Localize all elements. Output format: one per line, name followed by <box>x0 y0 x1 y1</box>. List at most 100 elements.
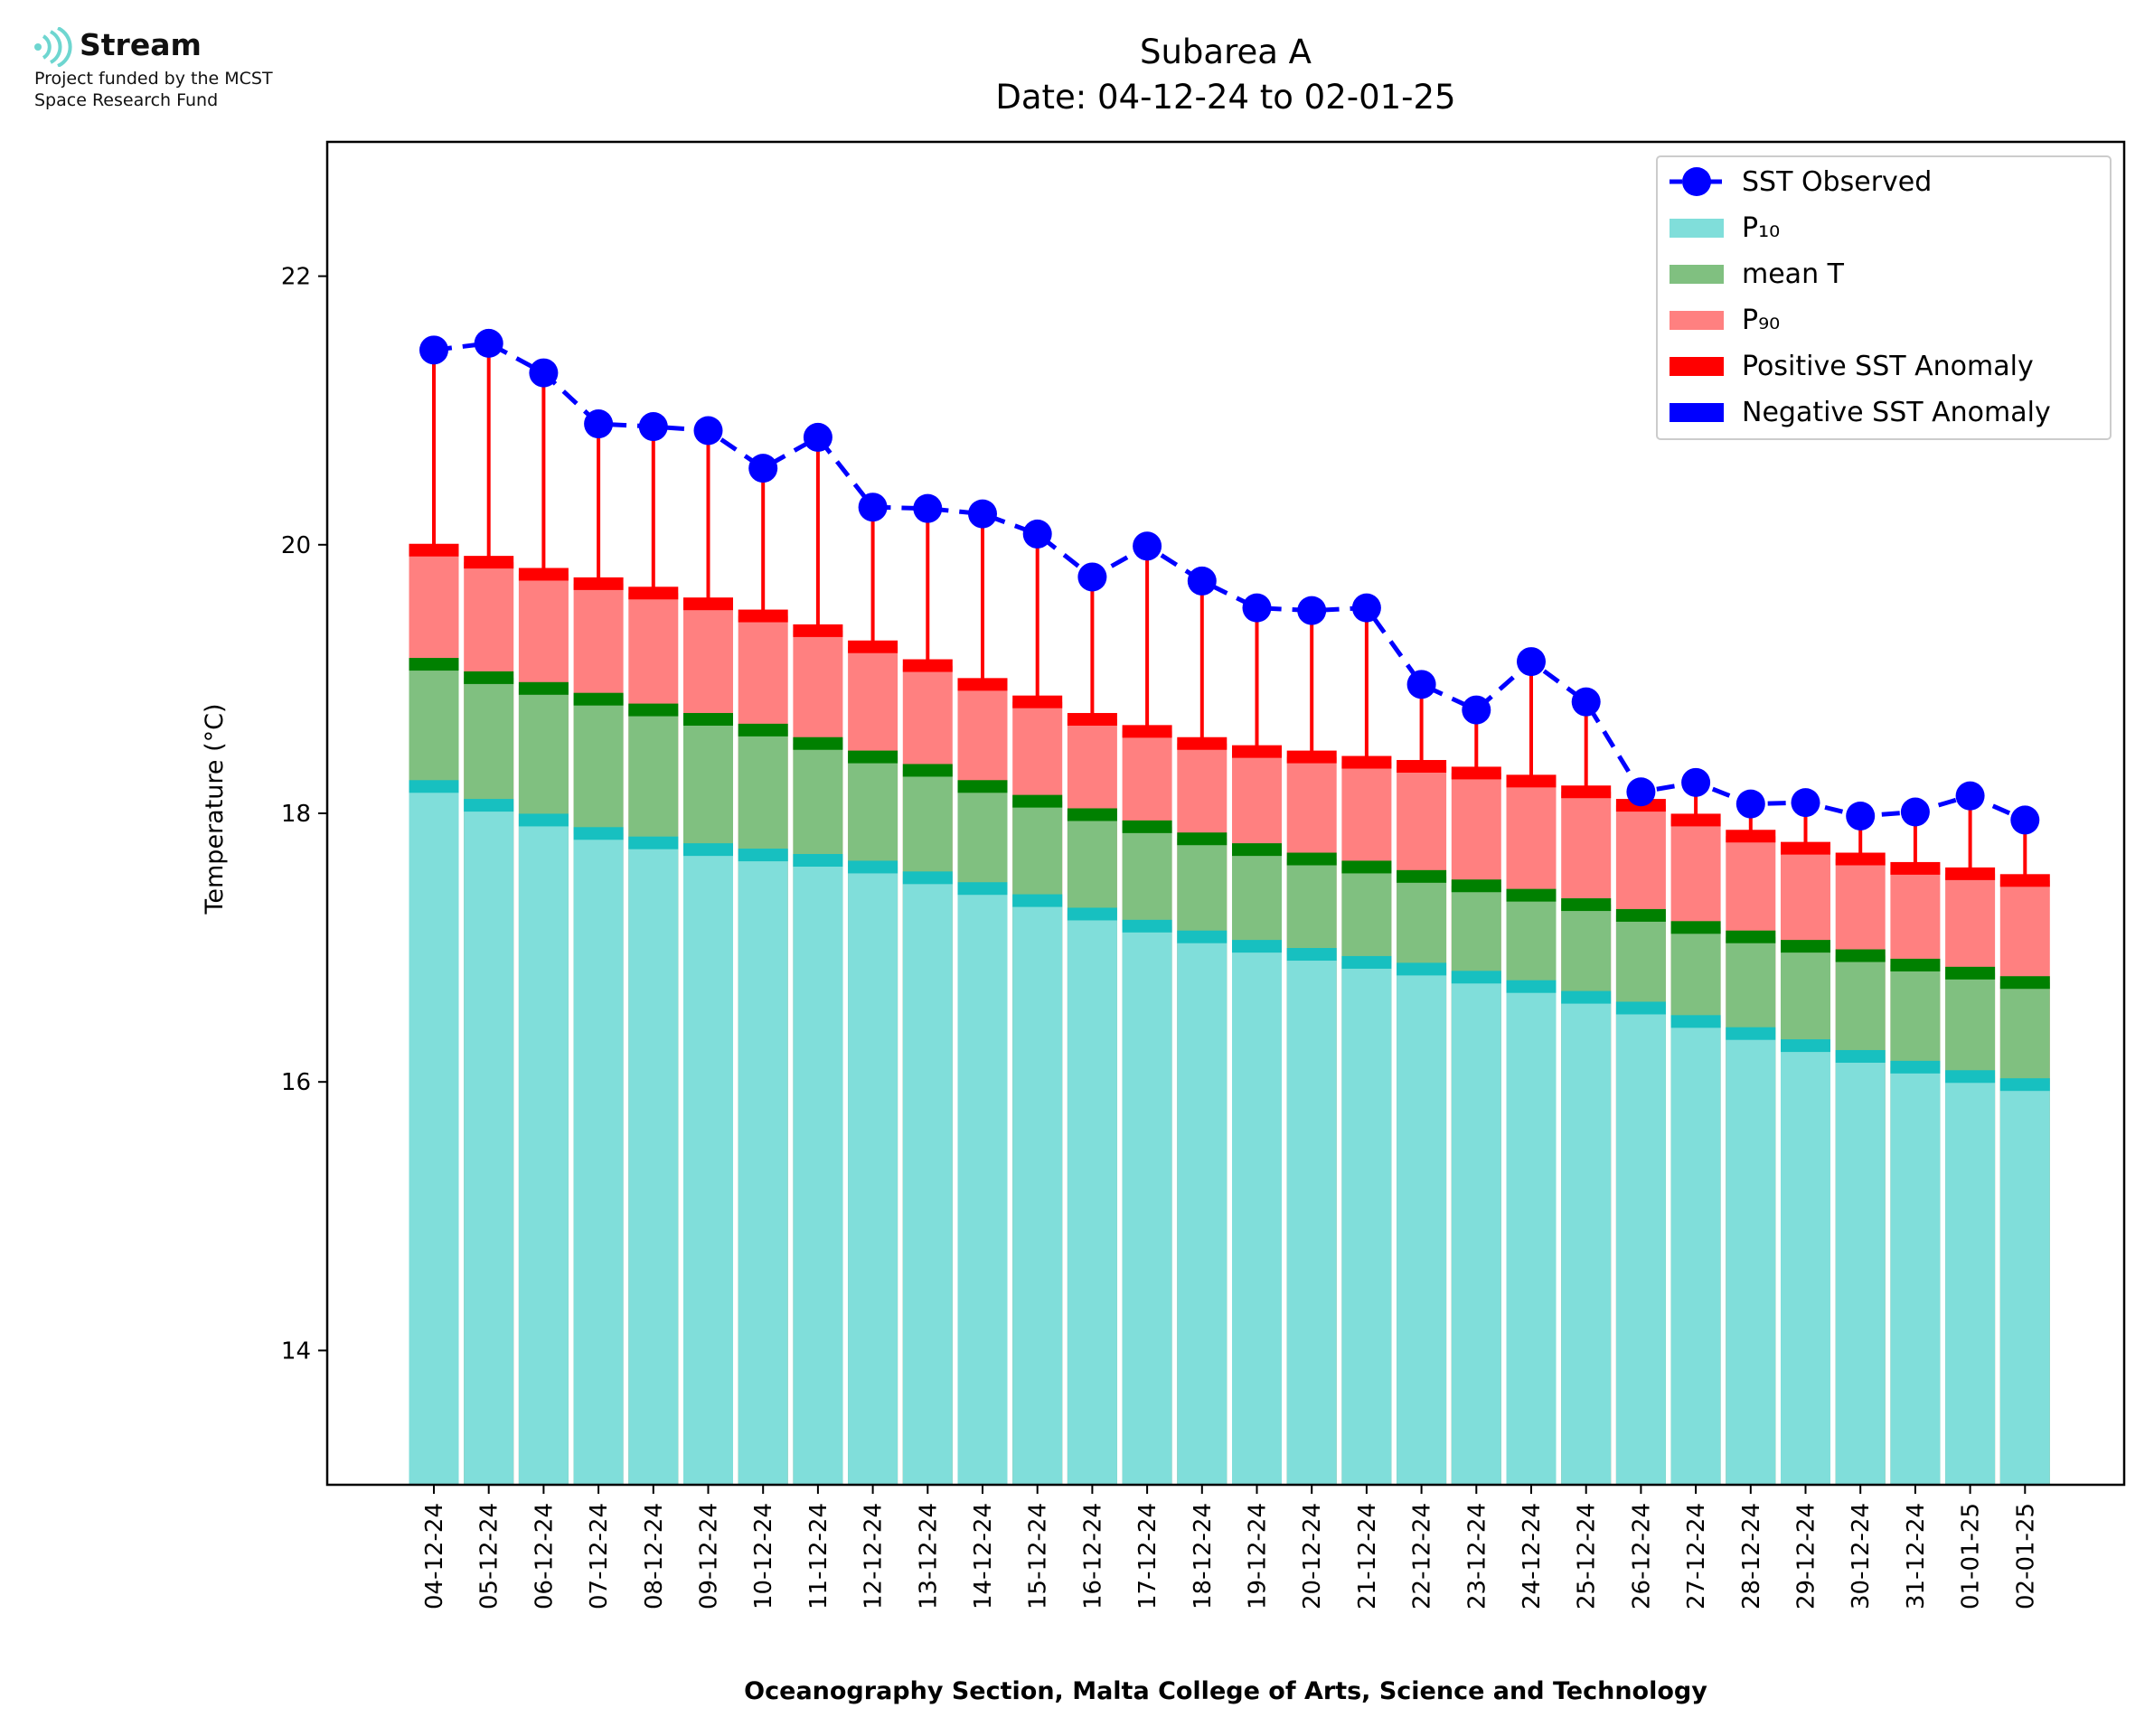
bar-p10-edge <box>464 799 514 812</box>
bar-mean-t-edge <box>902 764 953 777</box>
bar-p10-edge <box>1726 1027 1776 1040</box>
bar-p10 <box>1286 954 1337 1485</box>
x-tick-label: 12-12-24 <box>861 1503 888 1609</box>
sst-observed-point <box>748 454 778 483</box>
legend-label: Negative SST Anomaly <box>1742 397 2051 428</box>
bar-p10-edge <box>1451 971 1501 984</box>
sst-observed-point <box>913 493 943 523</box>
bar-p10 <box>1177 936 1227 1485</box>
bar-mean-t-edge <box>1012 794 1063 808</box>
bar-p10-edge <box>1781 1039 1830 1053</box>
x-tick-label: 08-12-24 <box>641 1503 668 1609</box>
bar-p10-edge <box>1232 940 1282 953</box>
sst-observed-point <box>1735 789 1765 819</box>
bar-p10-edge <box>1012 894 1063 907</box>
bar-p10-edge <box>848 860 898 874</box>
bar-p10-edge <box>1506 980 1557 993</box>
bar-mean-t-edge <box>1506 888 1557 902</box>
bar-p10 <box>1122 925 1172 1485</box>
legend-label: mean T <box>1742 258 1845 290</box>
bar-mean-t-edge <box>1999 976 2050 990</box>
x-tick-label: 11-12-24 <box>805 1503 832 1609</box>
x-tick-label: 16-12-24 <box>1079 1503 1106 1609</box>
sst-observed-point <box>1462 695 1491 725</box>
x-tick-label: 21-12-24 <box>1354 1503 1381 1609</box>
bar-p10-edge <box>683 843 733 857</box>
x-tick-label: 19-12-24 <box>1245 1503 1272 1609</box>
x-tick-label: 30-12-24 <box>1848 1503 1875 1609</box>
bar-p10-edge <box>628 836 679 849</box>
sst-observed-point <box>1133 531 1162 561</box>
bar-p10 <box>409 786 459 1485</box>
sst-observed-point <box>1242 593 1272 623</box>
bar-p10-edge <box>518 813 569 827</box>
sst-observed-point <box>1681 767 1711 797</box>
x-tick-label: 05-12-24 <box>476 1503 503 1609</box>
bar-mean-t-edge <box>1177 832 1227 846</box>
sst-observed-point <box>1900 797 1930 827</box>
sst-observed-point <box>1791 788 1820 818</box>
bar-p10 <box>1397 969 1447 1485</box>
sst-observed-point <box>803 422 832 452</box>
chart-title: Subarea A <box>1140 33 1312 71</box>
bar-mean-t-edge <box>793 737 843 750</box>
y-tick-label: 22 <box>281 264 311 291</box>
x-tick-label: 15-12-24 <box>1025 1503 1052 1609</box>
x-tick-label: 29-12-24 <box>1793 1503 1820 1609</box>
x-tick-label: 04-12-24 <box>421 1503 448 1609</box>
legend: SST Observed P₁₀ mean T P₉₀ Positive SST Ano… <box>1656 155 2112 440</box>
bar-mean-t-edge <box>848 750 898 764</box>
legend-label: P₁₀ <box>1742 212 1780 244</box>
bar-p10-edge <box>573 827 624 840</box>
bar-mean-t-edge <box>1945 966 1996 980</box>
sst-observed-point <box>419 335 448 365</box>
logo: Stream Project funded by the MCST Space … <box>33 23 340 114</box>
bar-p10 <box>1945 1076 1996 1485</box>
sst-observed-point <box>2010 805 2040 835</box>
bar-mean-t-edge <box>683 712 733 726</box>
bar-p10 <box>1615 1008 1666 1485</box>
x-tick-label: 24-12-24 <box>1519 1503 1546 1609</box>
bar-p10 <box>683 849 733 1485</box>
bar-mean-t-edge <box>409 658 459 671</box>
bar-mean-t-edge <box>518 681 569 695</box>
x-tick-label: 13-12-24 <box>915 1503 942 1609</box>
x-tick-label: 18-12-24 <box>1190 1503 1217 1609</box>
bar-p10-edge <box>1397 962 1447 976</box>
bar-p10 <box>793 860 843 1485</box>
bar-p10-edge <box>1341 955 1392 969</box>
sst-observed-line <box>419 328 2040 835</box>
sst-observed-point <box>1077 562 1107 592</box>
legend-patch-swatch <box>1670 403 1724 422</box>
bar-p10 <box>1999 1084 2050 1485</box>
legend-patch-swatch <box>1670 265 1724 284</box>
bar-p10 <box>957 888 1008 1485</box>
bar-mean-t-edge <box>1670 921 1721 934</box>
bar-p10 <box>573 833 624 1485</box>
legend-patch-swatch <box>1670 219 1724 238</box>
bar-p10-edge <box>1835 1049 1886 1063</box>
y-tick-label: 14 <box>281 1337 311 1365</box>
bar-mean-t-edge <box>1615 908 1666 922</box>
bar-mean-t-edge <box>1232 843 1282 857</box>
x-tick-label: 02-01-25 <box>2012 1503 2039 1609</box>
bar-p10-edge <box>1286 948 1337 962</box>
sst-observed-point <box>968 499 997 529</box>
x-tick-label: 28-12-24 <box>1738 1503 1765 1609</box>
x-tick-label: 17-12-24 <box>1134 1503 1162 1609</box>
x-tick-label: 27-12-24 <box>1683 1503 1710 1609</box>
bar-p10-edge <box>1067 907 1117 921</box>
bar-p10-edge <box>1670 1015 1721 1028</box>
legend-patch-swatch <box>1670 357 1724 376</box>
bar-p10 <box>1561 997 1612 1485</box>
bar-p10 <box>628 842 679 1485</box>
bar-mean-t-edge <box>1835 949 1886 962</box>
sst-observed-point <box>529 358 559 388</box>
sst-observed-point <box>584 409 614 439</box>
x-tick-label: 26-12-24 <box>1628 1503 1655 1609</box>
x-tick-label: 25-12-24 <box>1574 1503 1601 1609</box>
bar-p10-edge <box>409 780 459 793</box>
bar-p10 <box>464 805 514 1485</box>
x-tick-label: 14-12-24 <box>970 1503 997 1609</box>
